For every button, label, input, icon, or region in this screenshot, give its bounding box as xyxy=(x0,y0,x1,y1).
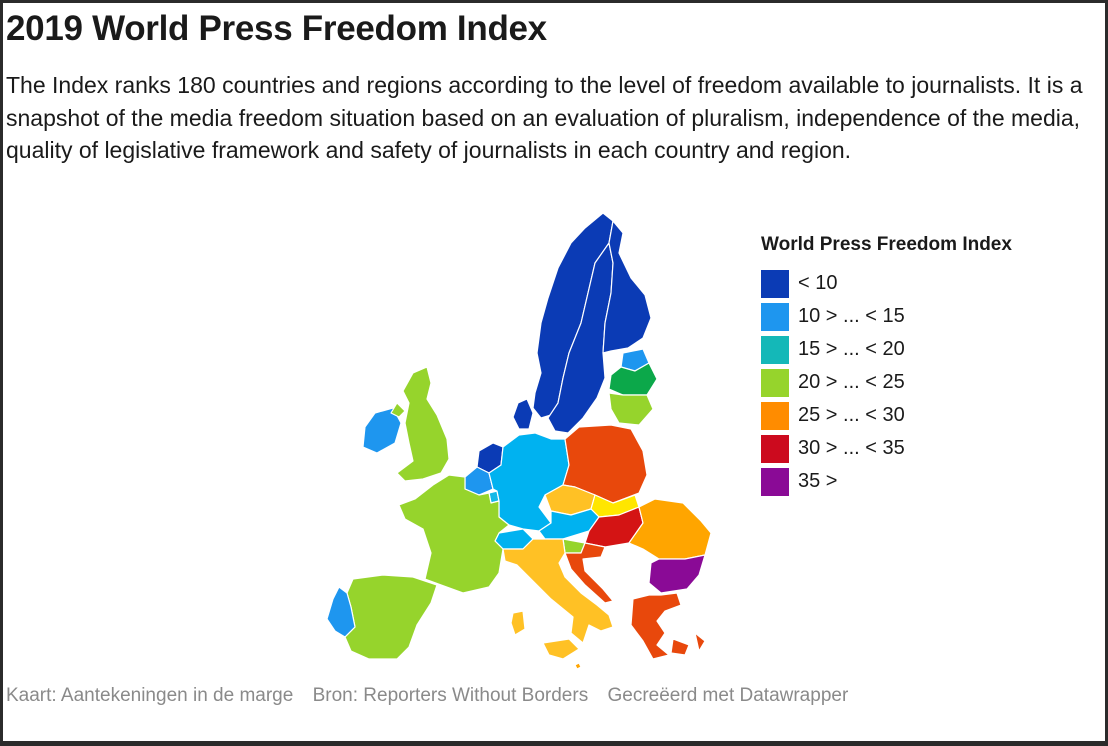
country-croatia[interactable] xyxy=(564,542,614,604)
legend-swatch xyxy=(761,434,789,463)
legend-item: 30 > ... < 35 xyxy=(761,432,1012,465)
legend-item: 20 > ... < 25 xyxy=(761,366,1012,399)
map-credit: Kaart: Aantekeningen in de marge xyxy=(6,685,294,706)
legend-swatch xyxy=(761,335,789,364)
legend-item: 25 > ... < 30 xyxy=(761,399,1012,432)
country-sweden[interactable] xyxy=(547,242,614,434)
country-denmark[interactable] xyxy=(512,398,534,430)
country-spain[interactable] xyxy=(344,574,438,660)
legend-label: 20 > ... < 25 xyxy=(798,371,905,393)
legend-swatch xyxy=(761,368,789,397)
country-uk[interactable] xyxy=(390,366,450,482)
legend-label: 25 > ... < 30 xyxy=(798,404,905,426)
legend-swatch xyxy=(761,269,789,298)
chart-frame: 2019 World Press Freedom Index The Index… xyxy=(3,3,1105,741)
chart-title: 2019 World Press Freedom Index xyxy=(6,9,547,48)
legend-swatch xyxy=(761,401,789,430)
source-credit: Bron: Reporters Without Borders xyxy=(312,685,589,706)
country-lithuania[interactable] xyxy=(608,392,654,426)
country-bulgaria[interactable] xyxy=(648,554,706,594)
country-italy[interactable] xyxy=(502,538,614,660)
legend-item: 15 > ... < 20 xyxy=(761,333,1012,366)
country-finland[interactable] xyxy=(602,220,652,354)
country-france[interactable] xyxy=(398,474,510,594)
legend-item: 35 > xyxy=(761,465,1012,498)
map-legend: World Press Freedom Index < 10 10 > ... … xyxy=(761,234,1012,498)
legend-swatch xyxy=(761,302,789,331)
chart-description: The Index ranks 180 countries and region… xyxy=(6,72,1083,163)
country-portugal[interactable] xyxy=(326,586,356,638)
legend-swatch xyxy=(761,467,789,496)
legend-label: 35 > xyxy=(798,470,838,492)
legend-item: < 10 xyxy=(761,267,1012,300)
europe-map xyxy=(326,212,712,670)
chart-footer: Kaart: Aantekeningen in de marge Bron: R… xyxy=(6,685,862,707)
legend-title: World Press Freedom Index xyxy=(761,234,1012,255)
legend-label: 10 > ... < 15 xyxy=(798,305,905,327)
country-latvia[interactable] xyxy=(608,362,658,396)
legend-label: 15 > ... < 20 xyxy=(798,338,905,360)
datawrapper-credit: Gecreëerd met Datawrapper xyxy=(607,685,849,706)
country-romania[interactable] xyxy=(628,498,712,560)
legend-label: < 10 xyxy=(798,272,838,294)
legend-item: 10 > ... < 15 xyxy=(761,300,1012,333)
country-malta[interactable] xyxy=(574,662,582,670)
country-greece[interactable] xyxy=(630,592,706,660)
legend-label: 30 > ... < 35 xyxy=(798,437,905,459)
